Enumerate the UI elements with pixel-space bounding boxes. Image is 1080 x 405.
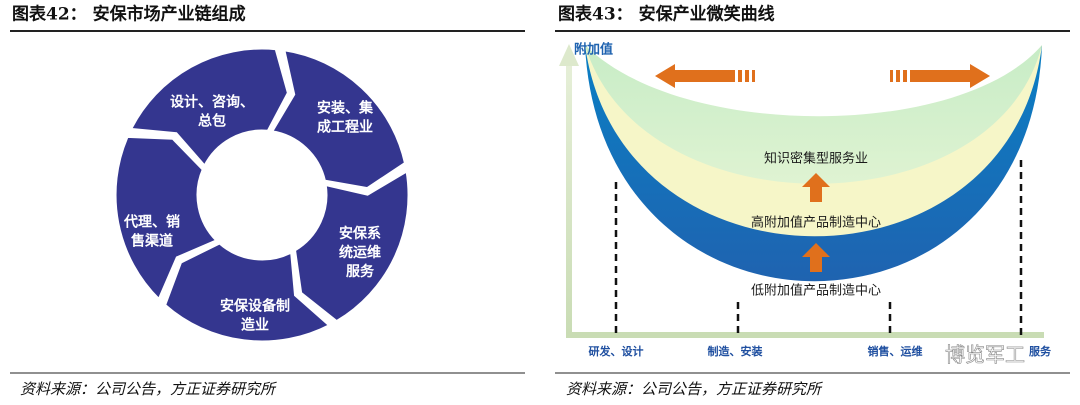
segment-label: 售渠道 bbox=[130, 233, 173, 250]
segment-label: 设计、咨询、 bbox=[170, 94, 254, 111]
ring-segment bbox=[162, 241, 333, 344]
segment-label: 统运维 bbox=[339, 244, 381, 261]
band-label: 低附加值产品制造中心 bbox=[751, 283, 881, 299]
x-axis bbox=[566, 332, 1044, 338]
ring-segment bbox=[292, 168, 411, 324]
x-label: 制造、安装 bbox=[708, 344, 763, 358]
arrows bbox=[655, 64, 990, 272]
segment-label: 服务 bbox=[346, 263, 375, 280]
x-label: 研发、设计 bbox=[589, 344, 644, 358]
ring-segment bbox=[269, 47, 408, 191]
band-label: 知识密集型服务业 bbox=[764, 151, 868, 167]
figure-title: 图表43： 安保产业微笑曲线 bbox=[558, 4, 775, 25]
figure-source: 资料来源：公司公告，方正证券研究所 bbox=[566, 380, 823, 398]
segment-label: 安装、集 bbox=[317, 100, 374, 117]
segment-label: 成工程业 bbox=[317, 119, 373, 136]
curve-top bbox=[585, 45, 1042, 117]
segment-label: 造业 bbox=[241, 317, 269, 334]
figure-source: 资料来源：公司公告，方正证券研究所 bbox=[20, 380, 277, 398]
y-axis-arrow bbox=[559, 44, 579, 66]
figure-title: 图表42： 安保市场产业链组成 bbox=[12, 4, 246, 25]
ring-segment bbox=[128, 46, 291, 170]
x-label: 服务 bbox=[1029, 344, 1052, 358]
ring-segment bbox=[113, 134, 220, 303]
y-axis bbox=[566, 60, 572, 338]
dividers bbox=[614, 160, 1023, 335]
band-label: 高附加值产品制造中心 bbox=[751, 215, 881, 231]
y-axis-label: 附加值 bbox=[574, 42, 613, 58]
segment-label: 总包 bbox=[198, 113, 226, 130]
segment-label: 安保设备制 bbox=[220, 298, 290, 315]
x-label: 销售、运维 bbox=[868, 344, 923, 358]
segment-label: 代理、销 bbox=[123, 214, 180, 231]
segment-label: 安保系 bbox=[339, 225, 381, 242]
watermark: 博览军工 bbox=[945, 343, 1025, 367]
